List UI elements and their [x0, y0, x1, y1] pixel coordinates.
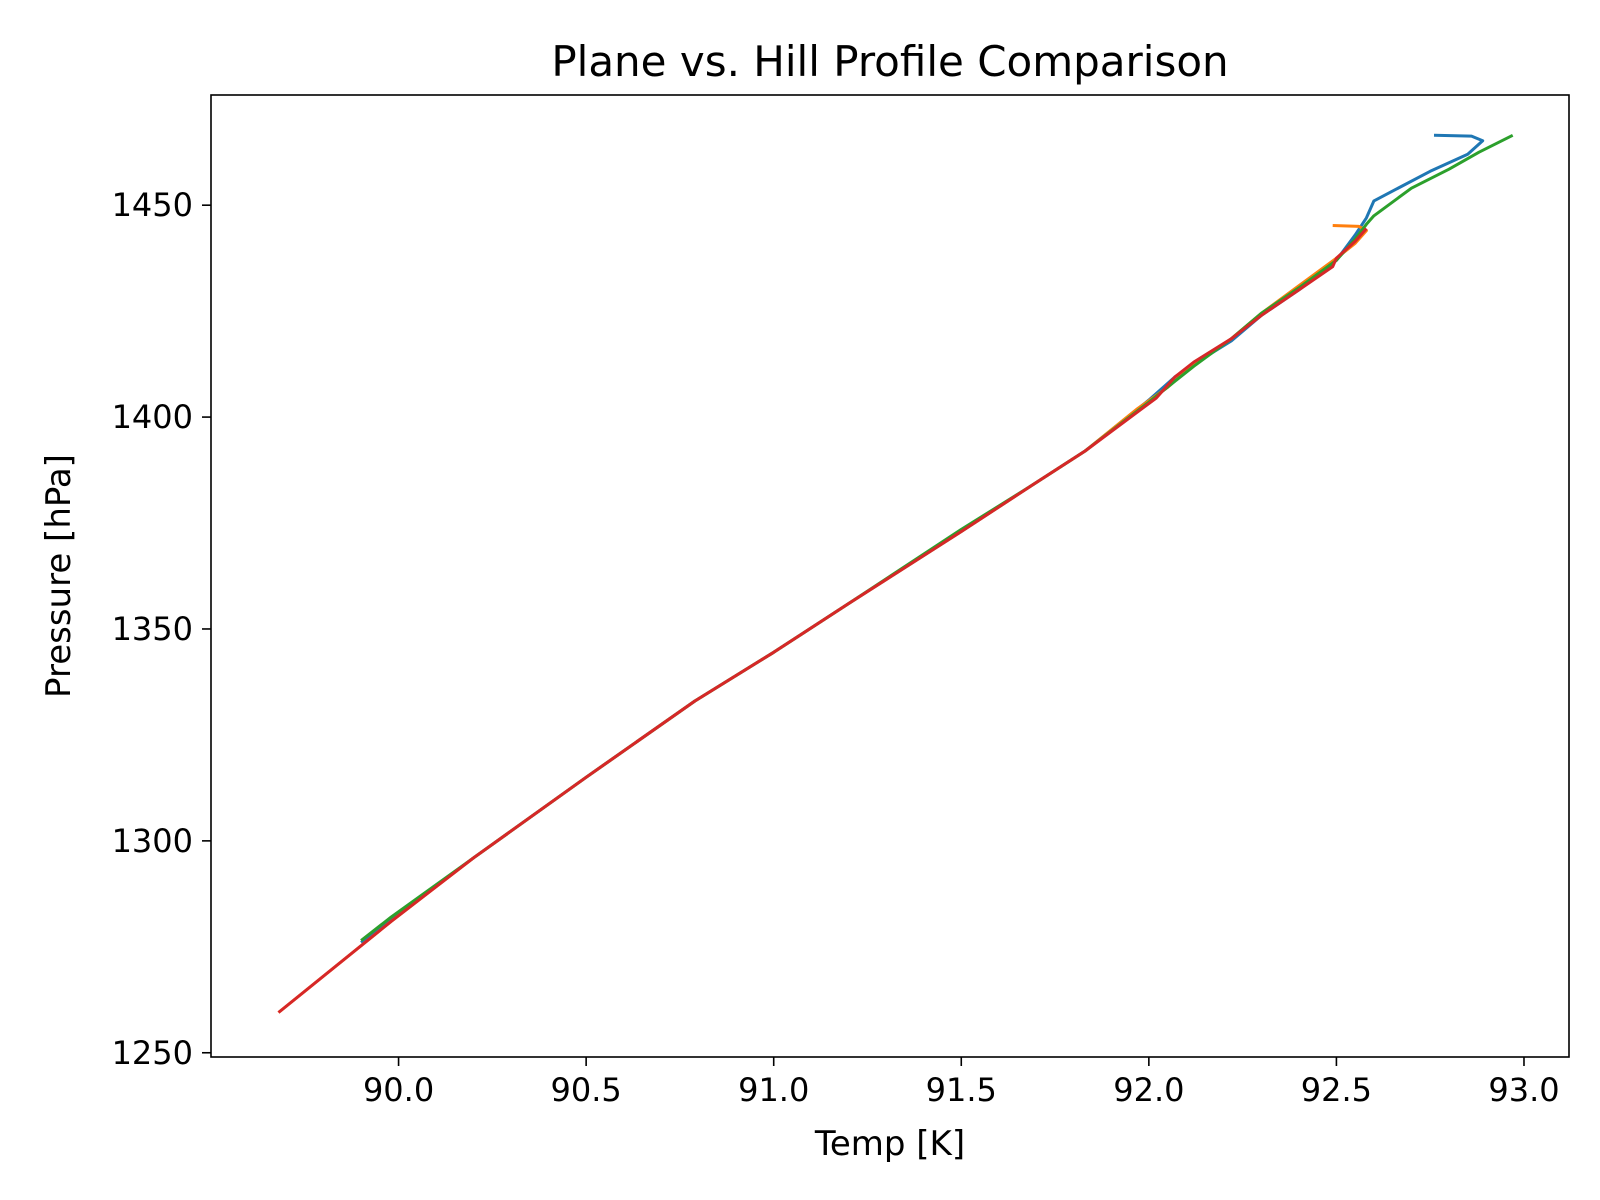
x-tick-label: 90.0	[363, 1071, 434, 1109]
x-axis: 90.0 90.5 91.0 91.5 92.0 92.5 93.0	[363, 1057, 1560, 1109]
x-tick-label: 91.0	[738, 1071, 809, 1109]
x-tick-label: 91.5	[926, 1071, 997, 1109]
plot-area-frame	[210, 94, 1570, 1058]
y-tick-label: 1300	[112, 822, 193, 860]
x-tick-label: 92.5	[1301, 1071, 1372, 1109]
series-line-4	[277, 227, 1368, 1014]
chart-title: Plane vs. Hill Profile Comparison	[551, 37, 1228, 86]
y-tick-label: 1400	[112, 398, 193, 436]
x-tick-label: 92.0	[1113, 1071, 1184, 1109]
x-tick-label: 90.5	[551, 1071, 622, 1109]
y-axis: 1250 1300 1350 1400 1450	[112, 186, 211, 1072]
x-axis-label: Temp [K]	[814, 1124, 965, 1164]
y-tick-label: 1250	[112, 1034, 193, 1072]
series-layer	[277, 133, 1514, 1014]
y-axis-label: Pressure [hPa]	[39, 454, 79, 698]
series-line-1	[360, 133, 1485, 944]
y-tick-label: 1350	[112, 610, 193, 648]
x-tick-label: 93.0	[1488, 1071, 1559, 1109]
y-tick-label: 1450	[112, 186, 193, 224]
